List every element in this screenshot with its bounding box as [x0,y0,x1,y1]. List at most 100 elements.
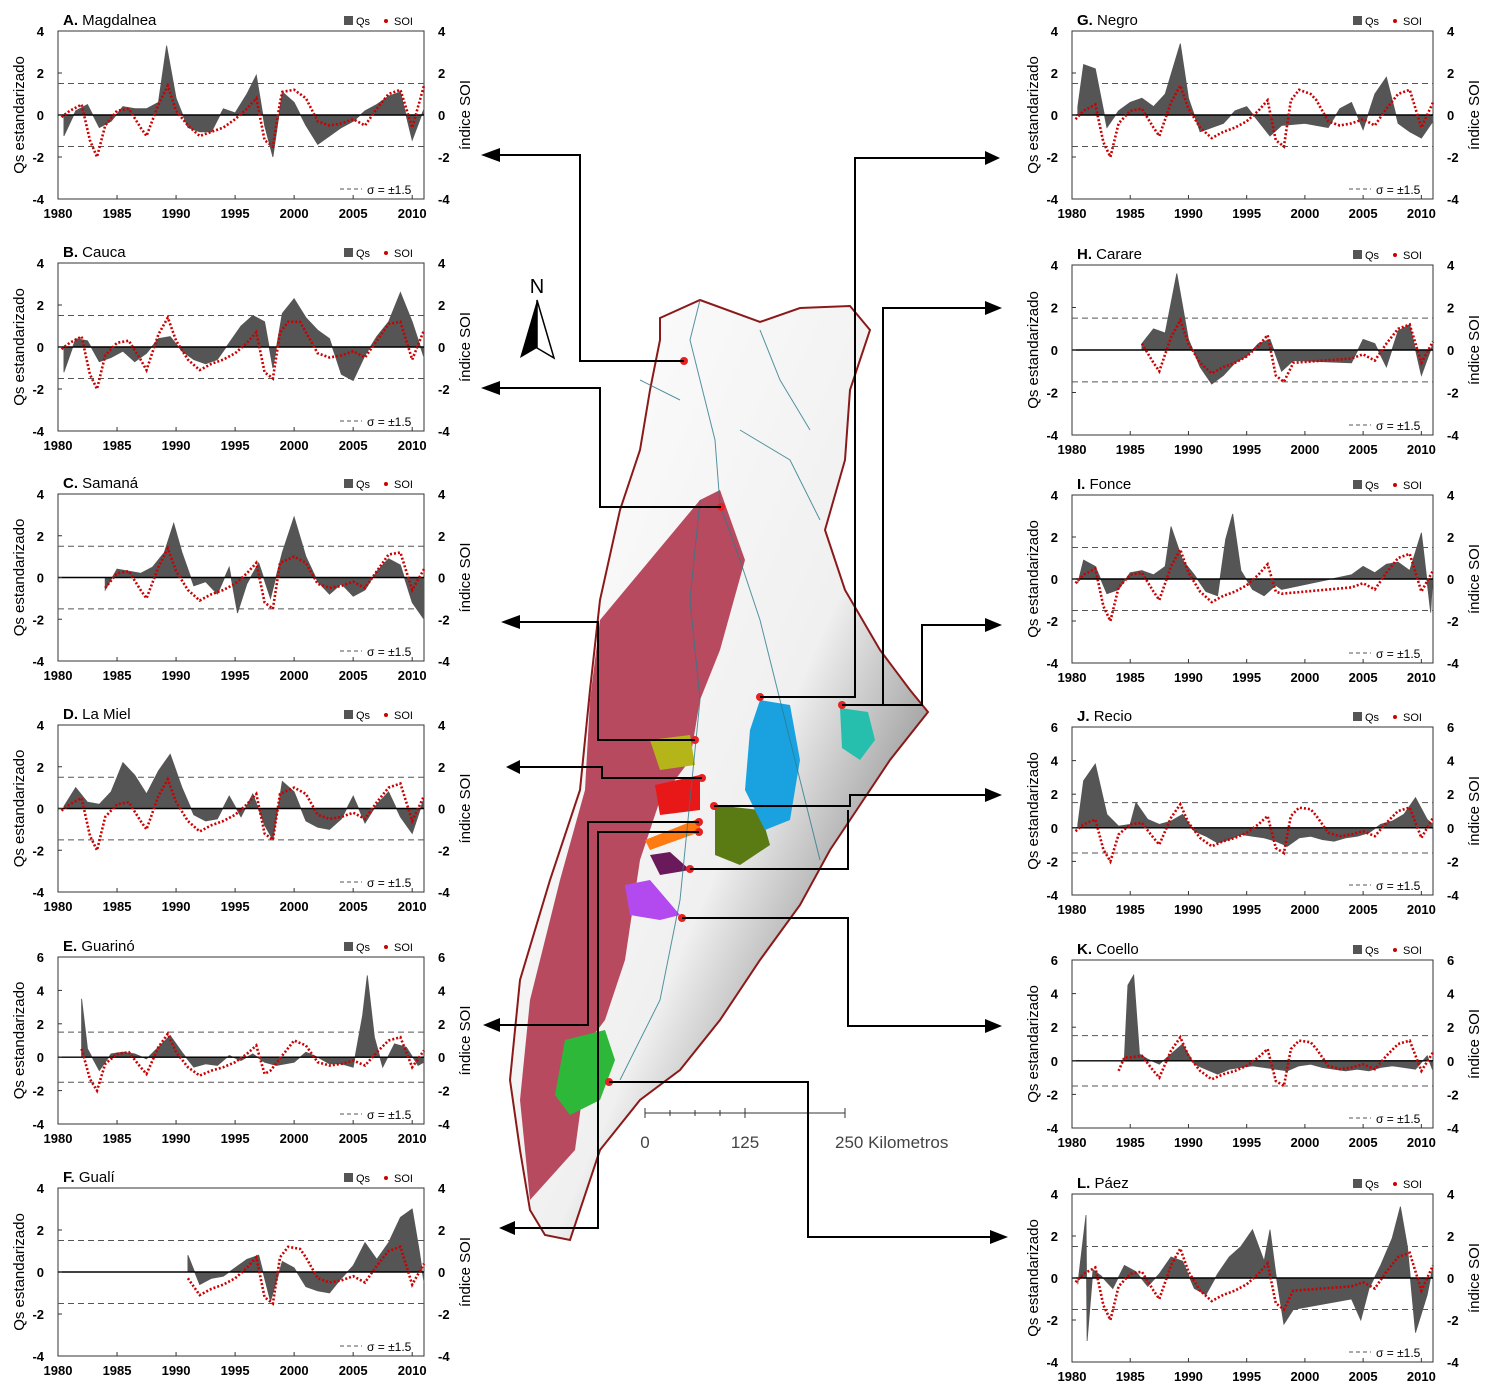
y-axis-label-left: Qs estandarizado [1025,56,1042,174]
x-tick-label: 2005 [1349,1135,1378,1150]
y-tick-left: -4 [1046,888,1058,903]
x-tick-label: 2005 [339,1363,368,1378]
legend-soi-label: SOI [394,16,413,28]
y-tick-right: -2 [438,1084,450,1099]
y-tick-right: 4 [438,24,446,39]
sigma-note: σ = ±1.5 [1376,879,1421,893]
plot-frame [1071,726,1434,896]
soi-series [1140,317,1435,384]
legend-qs-label: Qs [356,1173,371,1185]
sigma-note: σ = ±1.5 [367,876,412,890]
y-tick-left: 0 [1051,572,1058,587]
y-axis-label-left: Qs estandarizado [11,519,28,637]
legend-qs-label: Qs [356,710,371,722]
y-tick-right: 0 [1447,1054,1454,1069]
y-axis-label-right: índice SOI [1466,80,1483,150]
y-tick-left: 4 [37,718,45,733]
y-tick-right: -4 [438,1117,450,1132]
x-tick-label: 1995 [221,1131,250,1146]
x-tick-label: 2000 [1290,442,1319,457]
x-tick-label: 2010 [398,438,427,453]
y-tick-left: -2 [1046,386,1058,401]
y-tick-right: 2 [1447,1020,1454,1035]
y-tick-right: -4 [1447,656,1459,671]
x-tick-label: 2010 [1407,902,1436,917]
rivers [619,299,821,1081]
x-tick-label: 1995 [221,438,250,453]
legend-qs-swatch [1353,945,1362,954]
x-tick-label: 1995 [221,899,250,914]
y-tick-right: -2 [438,1307,450,1322]
sigma-note: σ = ±1.5 [1376,419,1421,433]
y-tick-left: 0 [37,802,44,817]
scale-label-0: 0 [640,1133,649,1152]
y-tick-left: -4 [1046,192,1058,207]
panel-title: F. Gualí [63,1169,116,1186]
x-tick-label: 2010 [1407,442,1436,457]
soi-series [1074,82,1435,161]
y-tick-right: 4 [1447,1187,1455,1202]
soi-series [60,314,426,393]
panel-title: E. Guarinó [63,938,135,955]
y-tick-left: 2 [1051,1020,1058,1035]
y-tick-left: 0 [1051,343,1058,358]
qs-series [1077,763,1434,847]
x-tick-label: 2000 [280,1131,309,1146]
qs-series [1141,273,1434,385]
x-tick-label: 2010 [1407,1369,1436,1384]
legend-qs-label: Qs [1365,1179,1380,1191]
y-tick-left: -4 [32,192,44,207]
x-tick-label: 2005 [339,668,368,683]
y-tick-left: -4 [1046,428,1058,443]
y-tick-left: 0 [1051,1054,1058,1069]
y-tick-right: -2 [1447,386,1459,401]
soi-series [186,1245,426,1306]
y-tick-left: 6 [1051,953,1058,968]
sub-basin-blue [745,700,800,830]
y-tick-left: -4 [32,1349,44,1364]
y-tick-left: 2 [1051,66,1058,81]
y-tick-right: 4 [438,1181,446,1196]
y-tick-left: -2 [1046,854,1058,869]
y-tick-left: 2 [37,529,44,544]
north-label: N [530,276,544,298]
y-tick-left: 2 [1051,301,1058,316]
y-tick-left: 0 [1051,1271,1058,1286]
qs-series [63,753,425,841]
panel-title: L. Páez [1077,1175,1129,1192]
y-tick-left: -4 [1046,1121,1058,1136]
y-tick-right: 0 [438,1265,445,1280]
x-tick-label: 2000 [280,1363,309,1378]
legend-soi-swatch [1393,19,1397,23]
panel-title: H. Carare [1077,246,1142,263]
y-tick-left: 4 [1051,488,1059,503]
panel-title: C. Samaná [63,475,139,492]
y-tick-right: -4 [438,424,450,439]
y-tick-left: 4 [1051,987,1059,1002]
panel-title: B. Cauca [63,244,126,261]
soi-series [80,1031,426,1094]
y-tick-left: 0 [37,108,44,123]
x-tick-label: 1995 [1232,1135,1261,1150]
y-axis-label-right: índice SOI [457,1005,474,1075]
y-axis-label-left: Qs estandarizado [11,982,28,1100]
y-tick-right: 0 [438,340,445,355]
x-tick-label: 2000 [280,899,309,914]
y-tick-left: 4 [37,1181,45,1196]
legend-soi-swatch [384,713,388,717]
sigma-note: σ = ±1.5 [1376,183,1421,197]
legend-soi-swatch [1393,483,1397,487]
legend-qs-swatch [1353,1179,1362,1188]
legend-qs-swatch [344,710,353,719]
y-axis-label-right: índice SOI [1466,776,1483,846]
x-tick-label: 2000 [1290,1135,1319,1150]
y-tick-left: 2 [37,66,44,81]
y-tick-right: 6 [1447,720,1454,735]
y-axis-label-left: Qs estandarizado [11,750,28,868]
y-tick-left: 0 [37,340,44,355]
y-tick-left: -4 [32,424,44,439]
